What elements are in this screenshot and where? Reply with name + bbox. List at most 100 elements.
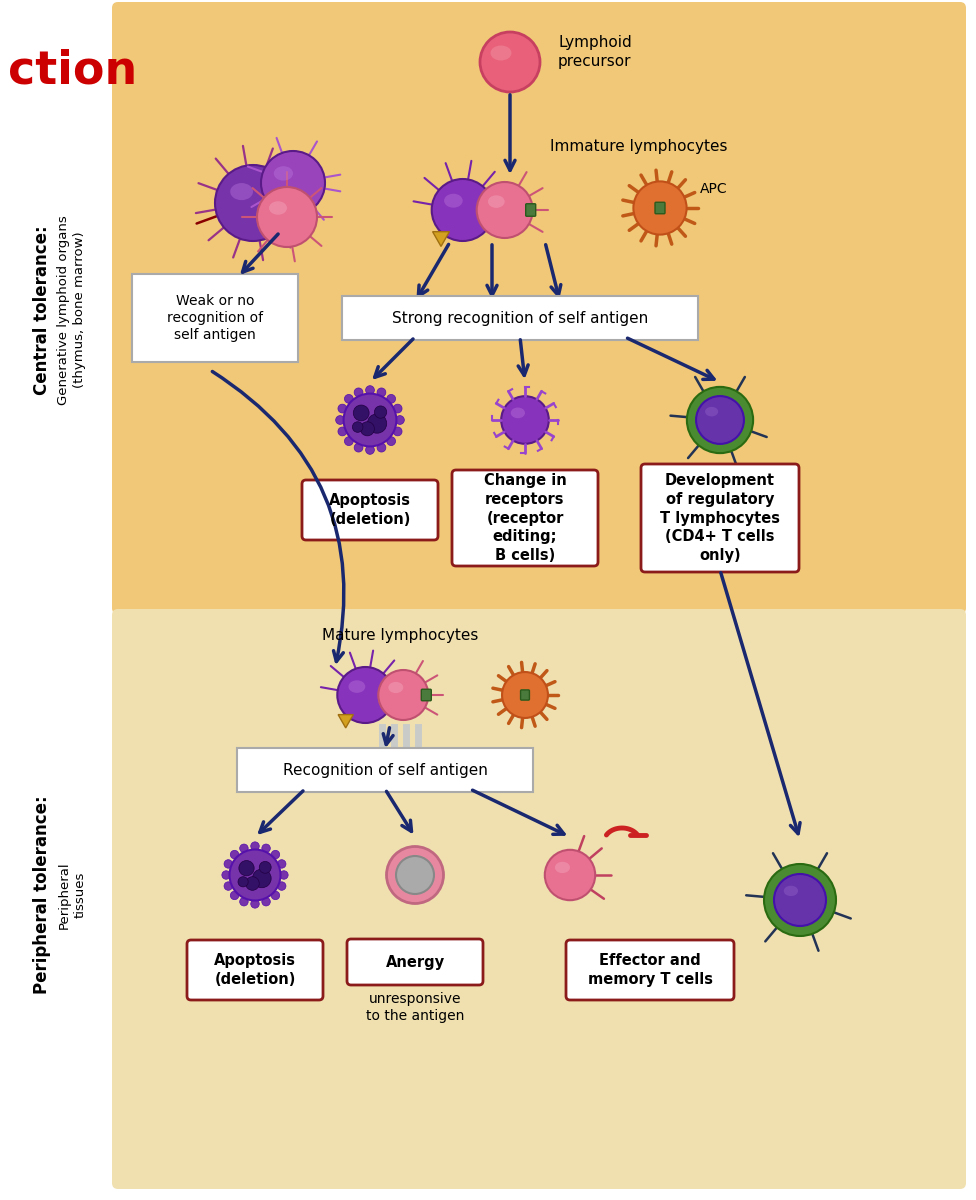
Circle shape (377, 388, 386, 397)
Ellipse shape (510, 408, 525, 419)
FancyBboxPatch shape (566, 940, 734, 1000)
Circle shape (366, 385, 375, 395)
FancyBboxPatch shape (112, 2, 966, 614)
Circle shape (238, 877, 248, 887)
Text: Strong recognition of self antigen: Strong recognition of self antigen (392, 311, 648, 325)
Circle shape (344, 394, 396, 446)
Circle shape (230, 851, 239, 859)
Circle shape (687, 386, 753, 454)
Text: APC: APC (700, 182, 727, 196)
Circle shape (271, 892, 280, 900)
Ellipse shape (269, 202, 287, 215)
Ellipse shape (555, 862, 570, 874)
Circle shape (696, 396, 744, 444)
Polygon shape (338, 714, 353, 728)
Polygon shape (432, 232, 449, 246)
Circle shape (230, 892, 239, 900)
Circle shape (367, 414, 386, 433)
Circle shape (379, 670, 428, 720)
Circle shape (396, 856, 434, 894)
Circle shape (280, 871, 288, 880)
Circle shape (261, 151, 325, 215)
Circle shape (262, 898, 270, 906)
Text: unresponsive
to the antigen: unresponsive to the antigen (366, 992, 465, 1024)
Circle shape (262, 844, 270, 852)
FancyBboxPatch shape (520, 690, 529, 700)
Circle shape (354, 388, 363, 397)
Text: Peripheral
tissues: Peripheral tissues (58, 862, 87, 929)
Circle shape (345, 395, 353, 403)
Circle shape (393, 404, 402, 413)
Circle shape (251, 900, 260, 908)
Text: Generative lymphoid organs
(thymus, bone marrow): Generative lymphoid organs (thymus, bone… (58, 215, 87, 404)
Text: Effector and
memory T cells: Effector and memory T cells (588, 953, 712, 986)
Circle shape (229, 850, 280, 900)
Circle shape (393, 427, 402, 436)
Circle shape (377, 443, 386, 452)
Circle shape (353, 406, 369, 421)
Circle shape (633, 181, 686, 235)
FancyBboxPatch shape (302, 480, 438, 540)
Ellipse shape (388, 682, 403, 694)
Circle shape (354, 443, 363, 452)
FancyBboxPatch shape (655, 203, 665, 214)
Circle shape (386, 395, 395, 403)
Circle shape (257, 187, 317, 247)
Circle shape (240, 898, 248, 906)
Circle shape (764, 864, 836, 936)
Circle shape (386, 437, 395, 445)
Circle shape (476, 182, 533, 238)
Text: Peripheral tolerance:: Peripheral tolerance: (33, 796, 51, 995)
FancyBboxPatch shape (347, 938, 483, 985)
Circle shape (352, 421, 363, 432)
Text: Change in
receptors
(receptor
editing;
B cells): Change in receptors (receptor editing; B… (484, 473, 566, 563)
Text: Mature lymphocytes: Mature lymphocytes (322, 628, 478, 643)
FancyBboxPatch shape (112, 608, 966, 1189)
Circle shape (251, 842, 260, 851)
Circle shape (222, 871, 230, 880)
Ellipse shape (784, 886, 798, 896)
Circle shape (386, 846, 443, 904)
Circle shape (338, 404, 346, 413)
Circle shape (431, 179, 494, 241)
Circle shape (338, 667, 393, 722)
Ellipse shape (230, 184, 253, 200)
FancyBboxPatch shape (187, 940, 323, 1000)
Circle shape (246, 877, 260, 890)
Text: Development
of regulatory
T lymphocytes
(CD4+ T cells
only): Development of regulatory T lymphocytes … (660, 473, 780, 563)
Circle shape (502, 672, 548, 718)
FancyBboxPatch shape (422, 689, 431, 701)
Circle shape (395, 415, 404, 425)
Circle shape (336, 415, 345, 425)
Circle shape (502, 396, 549, 444)
FancyBboxPatch shape (132, 274, 298, 362)
FancyBboxPatch shape (452, 470, 598, 566)
Text: Recognition of self antigen: Recognition of self antigen (283, 762, 487, 778)
FancyBboxPatch shape (342, 296, 698, 340)
Circle shape (239, 860, 254, 876)
Text: Immature lymphocytes: Immature lymphocytes (550, 139, 727, 155)
Text: Apoptosis
(deletion): Apoptosis (deletion) (214, 953, 296, 986)
Text: Weak or no
recognition of
self antigen: Weak or no recognition of self antigen (167, 294, 264, 342)
Circle shape (338, 427, 346, 436)
Circle shape (375, 406, 386, 419)
Circle shape (277, 882, 286, 890)
Circle shape (240, 844, 248, 852)
Text: Apoptosis
(deletion): Apoptosis (deletion) (329, 493, 411, 527)
Ellipse shape (348, 680, 365, 692)
Circle shape (215, 164, 291, 241)
Text: Lymphoid
precursor: Lymphoid precursor (558, 35, 631, 70)
Circle shape (271, 851, 280, 859)
Text: ction: ction (8, 48, 138, 92)
Text: Central tolerance:: Central tolerance: (33, 226, 51, 395)
Ellipse shape (491, 46, 511, 60)
Circle shape (345, 437, 353, 445)
Circle shape (774, 874, 826, 926)
Ellipse shape (705, 407, 718, 416)
FancyBboxPatch shape (641, 464, 799, 572)
Circle shape (545, 850, 595, 900)
Circle shape (224, 859, 232, 868)
Ellipse shape (274, 166, 293, 181)
FancyBboxPatch shape (526, 204, 536, 216)
Circle shape (260, 862, 271, 874)
